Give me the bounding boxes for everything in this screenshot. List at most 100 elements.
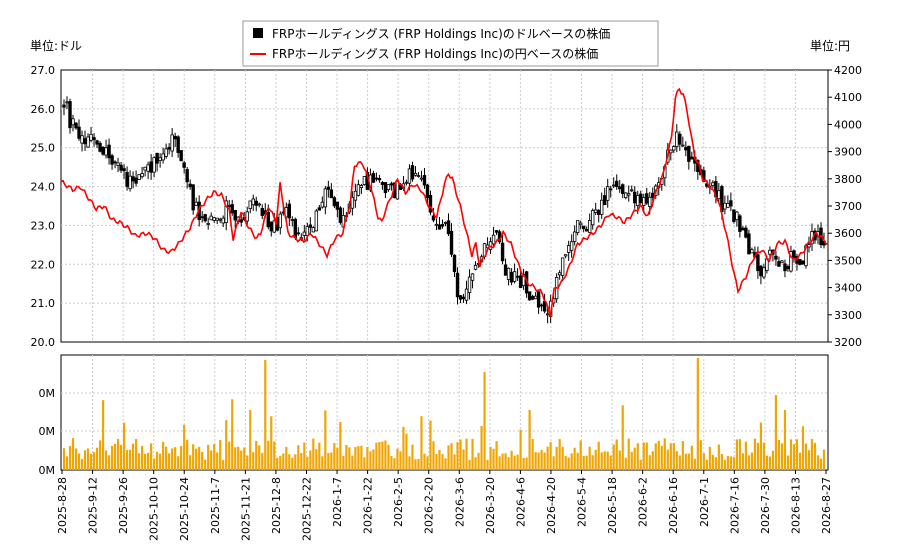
volume-bar bbox=[807, 450, 811, 470]
candle-body bbox=[563, 254, 568, 257]
candle-body bbox=[149, 161, 153, 173]
volume-bar bbox=[765, 455, 769, 470]
candle-body bbox=[783, 263, 787, 272]
volume-bar bbox=[414, 459, 417, 470]
volume-bar bbox=[777, 439, 781, 470]
volume-bar bbox=[294, 454, 297, 470]
volume-bar bbox=[654, 443, 657, 470]
volume-bar bbox=[597, 441, 600, 470]
candle-body bbox=[512, 271, 517, 282]
candle-body bbox=[146, 164, 150, 172]
candle-body bbox=[170, 134, 174, 152]
volume-bar bbox=[336, 447, 339, 470]
candle-body bbox=[738, 215, 742, 232]
candle-body bbox=[446, 220, 451, 235]
candle-body bbox=[383, 182, 388, 194]
volume-bar bbox=[249, 410, 252, 470]
candle-body bbox=[612, 184, 616, 187]
volume-bar bbox=[792, 444, 796, 470]
candle-body bbox=[95, 140, 99, 145]
x-tick-label: 2025-9-12 bbox=[87, 477, 100, 534]
volume-bar bbox=[282, 453, 285, 470]
volume-bar bbox=[243, 447, 246, 470]
candle-body bbox=[353, 190, 358, 201]
x-tick-label: 2026-7-30 bbox=[759, 477, 772, 534]
volume-bar bbox=[369, 451, 372, 470]
volume-bar bbox=[591, 455, 594, 470]
volume-bar bbox=[462, 449, 465, 470]
volume-bar bbox=[684, 453, 687, 470]
volume-bar bbox=[198, 446, 201, 470]
y-right-tick-label: 3900 bbox=[834, 146, 862, 159]
volume-bar bbox=[474, 457, 477, 470]
volume-bar bbox=[399, 451, 402, 470]
x-tick-label: 2026-7-16 bbox=[728, 477, 741, 534]
candle-body bbox=[509, 271, 514, 283]
axis-layer: 20.0 21.0 22.0 23.0 24.0 25.0 26.0 27.0 3200 3300… bbox=[31, 64, 863, 541]
volume-bar bbox=[165, 446, 168, 470]
volume-bar bbox=[528, 410, 531, 470]
x-tick-label: 2026-2-5 bbox=[392, 477, 405, 527]
volume-bar bbox=[696, 358, 699, 470]
candle-body bbox=[648, 196, 652, 207]
volume-bar bbox=[150, 443, 153, 470]
volume-bar bbox=[420, 416, 423, 470]
volume-bar bbox=[741, 453, 744, 470]
volume-bar bbox=[147, 452, 150, 470]
candle-body bbox=[269, 221, 273, 232]
volume-bar bbox=[273, 441, 276, 470]
candle-body bbox=[786, 266, 790, 270]
volume-bar bbox=[270, 416, 273, 470]
volume-bar bbox=[483, 372, 486, 470]
volume-bar bbox=[77, 453, 81, 470]
candle-body bbox=[467, 276, 472, 293]
volume-bar bbox=[624, 457, 627, 470]
volume-bar bbox=[789, 439, 793, 470]
volume-bar bbox=[543, 452, 546, 470]
candle-body bbox=[461, 296, 466, 300]
volume-bar bbox=[104, 450, 108, 470]
volume-bar bbox=[663, 438, 666, 470]
candle-body bbox=[77, 126, 81, 139]
candle-body bbox=[729, 200, 733, 207]
candle-body bbox=[464, 288, 469, 301]
candle-body bbox=[254, 200, 258, 206]
volume-bar bbox=[618, 450, 621, 470]
volume-bar bbox=[606, 451, 609, 470]
candle-body bbox=[110, 155, 114, 165]
volume-bar bbox=[759, 422, 763, 470]
volume-bar bbox=[441, 454, 444, 470]
volume-bar bbox=[131, 443, 135, 470]
volume-bar bbox=[762, 442, 766, 470]
candle-body bbox=[260, 207, 264, 216]
volume-bar bbox=[444, 458, 447, 470]
legend: FRPホールディングス (FRP Holdings Inc)のドルベースの株価 … bbox=[242, 20, 659, 67]
candle-body bbox=[521, 274, 526, 286]
volume-bar bbox=[669, 443, 672, 470]
candle-body bbox=[134, 177, 138, 184]
volume-bar bbox=[639, 459, 642, 470]
volume-bar bbox=[375, 442, 378, 470]
volume-bar bbox=[351, 455, 354, 470]
candle-body bbox=[458, 295, 463, 300]
volume-bar bbox=[110, 445, 114, 470]
volume-bar bbox=[174, 447, 177, 470]
volume-tick-label: 0M bbox=[39, 425, 56, 438]
candle-body bbox=[437, 224, 442, 230]
x-tick-label: 2026-5-4 bbox=[576, 477, 589, 527]
y-right-tick-label: 3300 bbox=[834, 309, 862, 322]
candle-body bbox=[732, 209, 736, 222]
volume-bar bbox=[189, 455, 192, 470]
volume-bar bbox=[486, 459, 489, 470]
candle-body bbox=[404, 181, 409, 184]
volume-bar bbox=[804, 443, 808, 470]
candle-body bbox=[533, 295, 538, 300]
x-tick-label: 2026-4-6 bbox=[514, 477, 527, 527]
volume-bar bbox=[429, 420, 432, 470]
volume-bar bbox=[113, 443, 117, 470]
volume-bar bbox=[504, 453, 507, 470]
volume-bar bbox=[516, 454, 519, 470]
candle-body bbox=[473, 264, 478, 270]
volume-bar bbox=[372, 449, 375, 470]
